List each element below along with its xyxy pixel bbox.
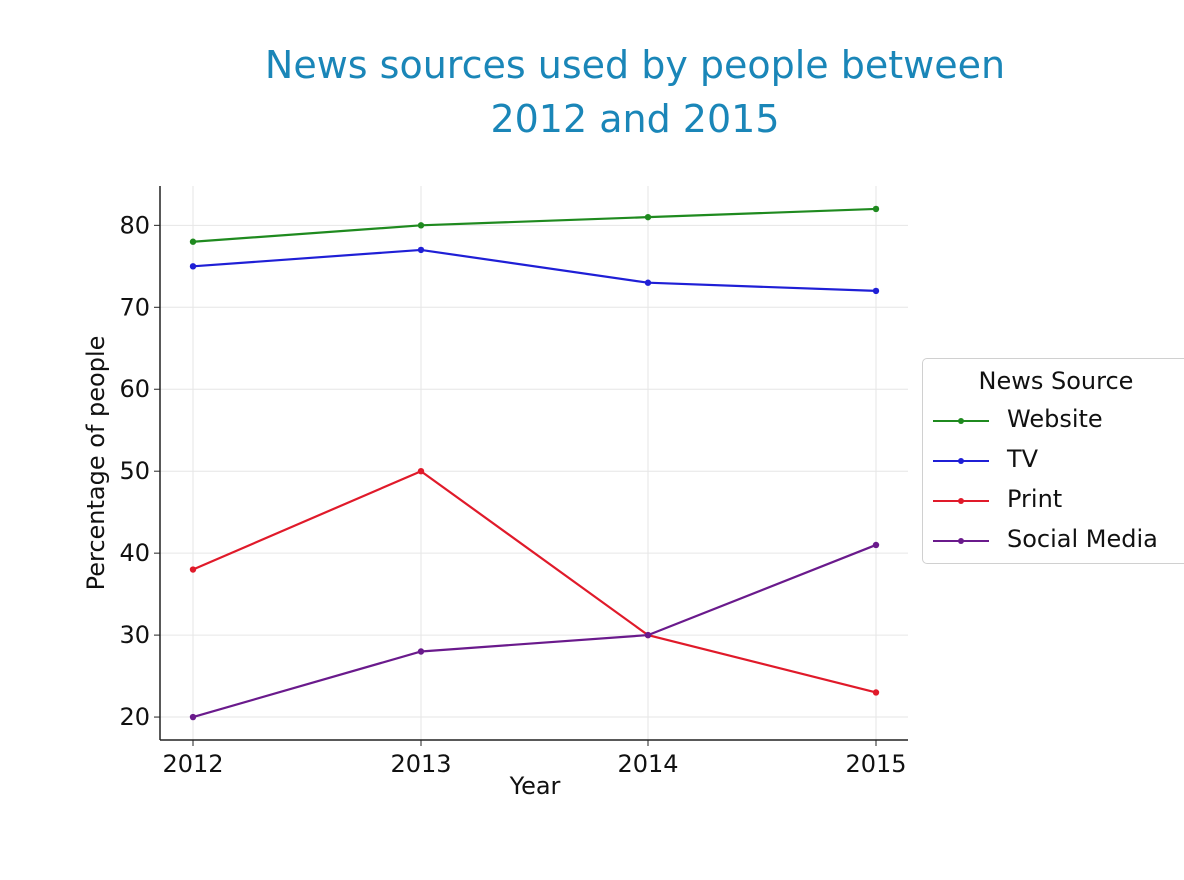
data-point-website [872,205,880,213]
series-line-tv [192,248,877,292]
data-point-social-media [872,541,880,549]
y-axis-label: Percentage of people [82,336,110,591]
legend-label-website: Website [1007,405,1103,433]
legend-item-social-media: Social Media [933,525,1183,559]
legend: News Source Website TV Print Social Media [922,358,1184,564]
data-point-website [644,213,652,221]
chart-title-line-2: 2012 and 2015 [490,97,780,141]
grid [160,186,908,740]
data-point-social-media [189,713,197,721]
legend-marker-print [958,498,964,504]
data-point-tv [644,279,652,286]
y-tick-label: 40 [119,539,150,567]
x-tick-labels: 2012 2013 2014 2015 [162,750,906,778]
chart-title: News sources used by people between 2012… [0,38,1184,146]
x-tick-label: 2014 [617,750,678,778]
data-point-print [189,566,197,573]
series-lines [189,205,880,721]
data-point-website [189,238,197,245]
data-point-website [417,222,425,229]
legend-label-tv: TV [1007,445,1039,473]
legend-item-print: Print [933,485,1183,519]
data-point-social-media [417,648,425,655]
data-point-tv [417,246,425,254]
y-tick-label: 50 [119,457,150,485]
legend-marker-tv [958,458,964,464]
series-line-print [192,469,877,694]
legend-label-social-media: Social Media [1007,525,1158,553]
x-tick-label: 2015 [845,750,906,778]
chart-title-line-1: News sources used by people between [264,43,1006,87]
series-line-social-media [192,543,877,719]
legend-marker-website [958,418,964,424]
y-tick-label: 80 [119,211,150,239]
y-tick-label: 60 [119,375,150,403]
y-tick-label: 30 [119,621,150,649]
data-point-tv [872,287,880,295]
data-point-print [417,467,425,475]
x-tick-label: 2012 [162,750,223,778]
data-point-tv [189,263,197,270]
series-line-website [192,207,877,243]
legend-item-tv: TV [933,445,1183,479]
y-tick-labels: 20 30 40 50 60 70 80 [119,211,150,731]
legend-marker-social-media [958,538,964,544]
legend-item-website: Website [933,405,1183,439]
axes [154,186,908,746]
x-tick-label: 2013 [390,750,451,778]
y-tick-label: 70 [119,293,150,321]
legend-title: News Source [978,367,1134,395]
y-tick-label: 20 [119,703,150,731]
data-point-social-media [644,631,652,639]
data-point-print [872,689,880,696]
x-axis-label: Year [509,772,561,800]
legend-label-print: Print [1007,485,1063,513]
